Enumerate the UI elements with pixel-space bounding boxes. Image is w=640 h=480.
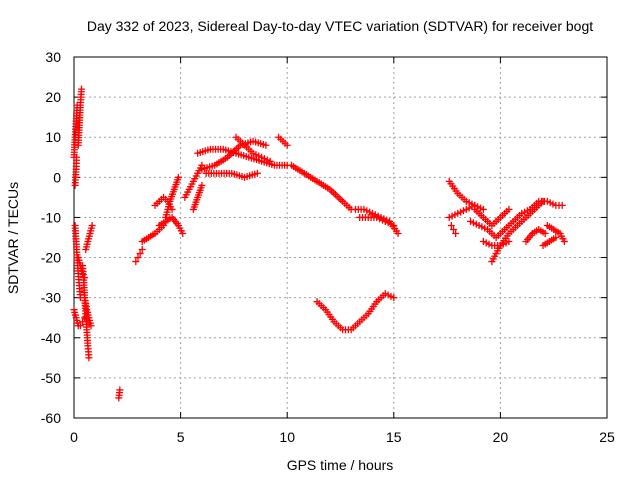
y-tick-label: 10 (45, 129, 61, 145)
x-tick-label: 10 (279, 429, 295, 445)
grid (74, 57, 607, 418)
data-point (116, 386, 124, 394)
data-point (394, 229, 402, 237)
data-point (88, 221, 96, 229)
data-point (505, 205, 513, 213)
series-arc-0b (71, 153, 81, 189)
y-tick-label: 30 (45, 49, 61, 65)
data-point (85, 354, 93, 362)
y-axis-label: SDTVAR / TECUs (5, 182, 21, 294)
series-arc-14 (287, 161, 355, 213)
data-point (132, 258, 140, 266)
data-point (560, 238, 568, 246)
x-tick-label: 25 (599, 429, 615, 445)
tick-labels: -60 -50 -40 -30 -20 -10 0 10 20 30 0 5 10 15 20 25 (41, 49, 615, 445)
series-arc-11 (202, 169, 261, 181)
data-point (447, 221, 455, 229)
data-point (179, 229, 187, 237)
y-tick-label: -10 (41, 209, 61, 225)
series-arc-6 (162, 173, 182, 221)
data-point (390, 294, 398, 302)
series-arc-8 (189, 181, 206, 213)
data-point (138, 246, 146, 254)
plot-area-border (73, 56, 608, 419)
data-point (552, 234, 560, 241)
data-point (283, 141, 291, 149)
y-tick-label: -40 (41, 330, 61, 346)
series-arc-7 (181, 161, 206, 201)
data-point (452, 229, 460, 237)
series-arc-19 (445, 201, 479, 221)
x-tick-label: 0 (70, 429, 78, 445)
data-point (134, 254, 142, 262)
series-arc-22 (471, 205, 513, 229)
series-arc-27 (539, 234, 560, 250)
series-arc-15 (313, 290, 398, 334)
data-point (81, 274, 89, 282)
series-arc-0c (74, 85, 85, 149)
series-arc-13 (275, 133, 291, 149)
data-point (390, 221, 398, 229)
data-point (87, 322, 95, 330)
x-tick-label: 5 (177, 429, 185, 445)
y-tick-label: -60 (41, 410, 61, 426)
data-point (449, 225, 457, 233)
data-point (77, 85, 85, 93)
series-arc-0h (74, 254, 89, 282)
data-point (76, 322, 84, 330)
data-marks (70, 85, 568, 402)
y-tick-label: 0 (53, 169, 61, 185)
series-arc-0g (81, 294, 95, 330)
data-point (479, 205, 487, 213)
y-tick-label: 20 (45, 89, 61, 105)
data-point (79, 270, 87, 278)
series-arc-2 (132, 246, 146, 266)
series-arc-1 (115, 386, 124, 402)
data-point (541, 229, 549, 237)
data-point (539, 197, 547, 205)
data-point (558, 201, 566, 209)
data-point (266, 157, 274, 165)
series-arc-5 (155, 213, 187, 237)
x-axis-label: GPS time / hours (287, 457, 394, 473)
series-arc-0i (82, 221, 96, 254)
data-point (262, 141, 270, 149)
data-point (505, 238, 513, 246)
data-point (253, 169, 261, 177)
series-arc-12 (232, 133, 274, 165)
series-arc-24 (488, 197, 547, 266)
data-point (174, 173, 182, 181)
series-arc-26 (543, 221, 568, 246)
data-point (136, 250, 144, 258)
y-tick-label: -50 (41, 370, 61, 386)
chart-title: Day 332 of 2023, Sidereal Day-to-day VTE… (87, 18, 593, 34)
data-point (198, 181, 206, 189)
series-arc-17 (356, 213, 398, 229)
x-tick-label: 20 (493, 429, 509, 445)
series-arc-10 (198, 137, 270, 173)
y-tick-label: -30 (41, 290, 61, 306)
series-arc-25 (522, 225, 549, 246)
y-tick-label: -20 (41, 250, 61, 266)
series-arc-20 (447, 221, 460, 237)
x-tick-label: 15 (386, 429, 402, 445)
data-point (73, 153, 81, 161)
